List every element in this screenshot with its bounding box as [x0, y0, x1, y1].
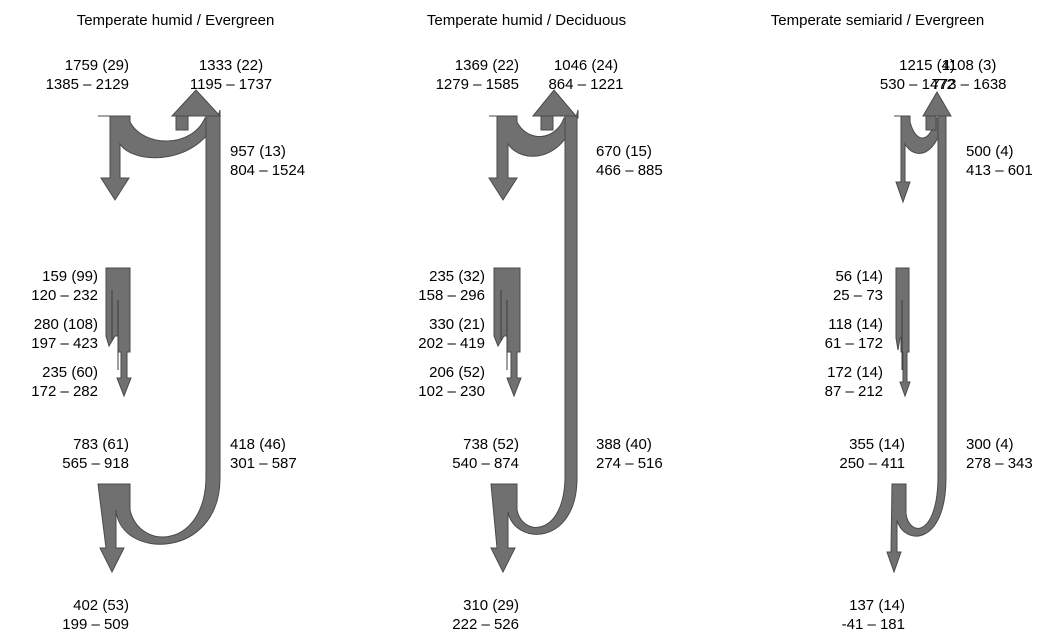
- npp-up-branch: [540, 115, 554, 131]
- ra-canopy-label: 1046 (24) 864 – 1221: [548, 57, 624, 93]
- panel-title: Temperate humid / Deciduous: [426, 12, 627, 29]
- alloc-arrows: [895, 267, 911, 398]
- flow-diagram: [886, 91, 952, 574]
- alloc-label-3: 172 (14) 87 – 212: [824, 364, 883, 400]
- gpp-label: 1759 (29) 1385 – 2129: [45, 57, 129, 93]
- npp-label: 957 (13) 804 – 1524: [230, 143, 306, 179]
- ra-belowground-label: 738 (52) 540 – 874: [452, 436, 519, 472]
- alloc-label-3: 206 (52) 102 – 230: [418, 364, 485, 400]
- ra-canopy-label: 1333 (22) 1195 – 1737: [189, 57, 273, 93]
- ra-belowground-label: 355 (14) 250 – 411: [839, 436, 905, 472]
- flow-diagram: [97, 89, 222, 574]
- panel-title: Temperate semiarid / Evergreen: [770, 12, 985, 29]
- tbca-label: 418 (46) 301 – 587: [230, 436, 297, 472]
- flow-diagram: [488, 89, 579, 574]
- npp-arrow-head: [531, 89, 578, 117]
- alloc-label-1: 235 (32) 158 – 296: [418, 268, 485, 304]
- gpp-label: 1369 (22) 1279 – 1585: [435, 57, 519, 93]
- tbca-label: 300 (4) 278 – 343: [966, 436, 1033, 472]
- belowground-loop: [490, 115, 578, 574]
- ra-canopy-label: 1108 (3) 773 – 1638: [931, 57, 1007, 93]
- alloc-label-1: 159 (99) 120 – 232: [31, 268, 98, 304]
- alloc-label-2: 280 (108) 197 – 423: [31, 316, 98, 352]
- alloc-label-2: 118 (14) 61 – 172: [824, 316, 883, 352]
- npp-label: 670 (15) 466 – 885: [596, 143, 663, 179]
- flow-panel-evergreen-humid: Temperate humid / Evergreen 1759 (29) 138…: [0, 0, 351, 633]
- npp-up-branch: [925, 115, 937, 131]
- belowground-loop: [97, 115, 221, 574]
- alloc-label-3: 235 (60) 172 – 282: [31, 364, 98, 400]
- residual-label: 137 (14) -41 – 181: [841, 597, 905, 633]
- tbca-label: 388 (40) 274 – 516: [596, 436, 663, 472]
- npp-arrow-head: [922, 91, 952, 117]
- npp-arrow-head: [170, 89, 222, 117]
- residual-label: 310 (29) 222 – 526: [452, 597, 519, 633]
- alloc-label-2: 330 (21) 202 – 419: [418, 316, 485, 352]
- npp-label: 500 (4) 413 – 601: [966, 143, 1033, 179]
- gpp-label: 1215 (4) 530 – 1472: [879, 57, 955, 93]
- residual-label: 402 (53) 199 – 509: [62, 597, 129, 633]
- flow-panel-evergreen-semiarid: Temperate semiarid / Evergreen 1215 (4) 5…: [702, 0, 1053, 633]
- npp-up-branch: [175, 115, 189, 131]
- panel-title: Temperate humid / Evergreen: [76, 12, 275, 29]
- flow-panel-deciduous-humid: Temperate humid / Deciduous 1369 (22) 127…: [351, 0, 702, 633]
- ra-belowground-label: 783 (61) 565 – 918: [62, 436, 129, 472]
- belowground-loop: [886, 115, 947, 574]
- gpp-arrow: [98, 109, 221, 201]
- alloc-label-1: 56 (14) 25 – 73: [832, 268, 883, 304]
